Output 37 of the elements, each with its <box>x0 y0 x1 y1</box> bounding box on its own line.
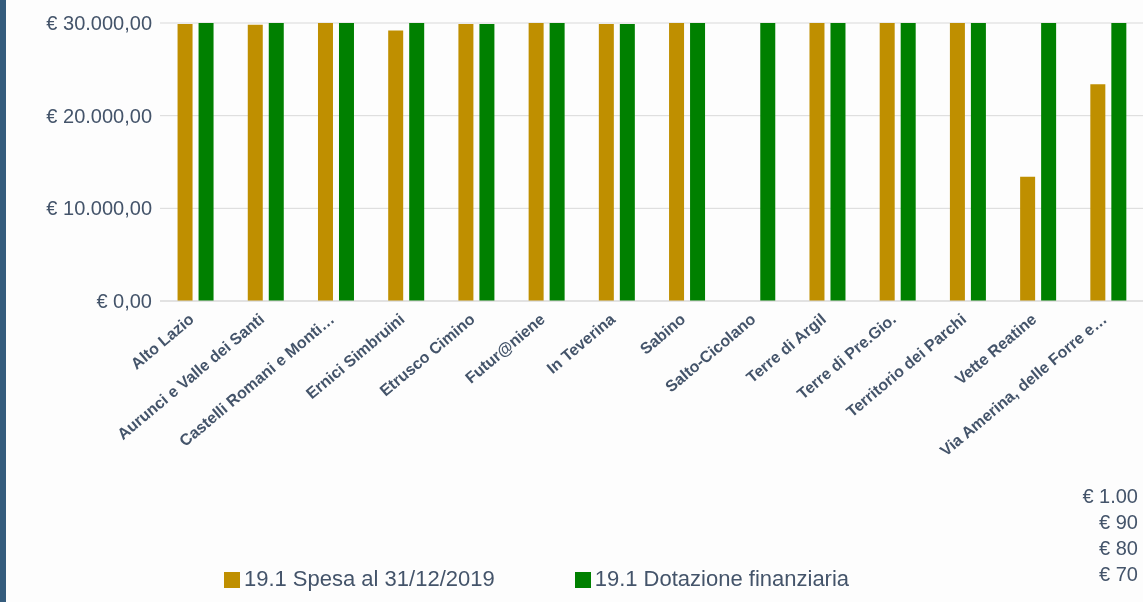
legend-label: 19.1 Dotazione finanziaria <box>594 566 850 591</box>
bar <box>949 23 965 301</box>
legend-label: 19.1 Spesa al 31/12/2019 <box>243 566 495 591</box>
bar <box>268 23 284 301</box>
bar <box>479 23 495 301</box>
bar <box>338 23 354 301</box>
text: € 90 <box>1098 510 1138 535</box>
bar <box>690 23 706 301</box>
bar <box>458 23 474 301</box>
text: € 80 <box>1098 536 1138 561</box>
bar <box>900 23 916 301</box>
text: € 70 <box>1098 562 1138 587</box>
text: € 1.00 <box>1081 484 1138 509</box>
bar <box>669 23 685 301</box>
bar <box>879 23 895 301</box>
y-tick-label: € 30.000,00 <box>46 12 152 35</box>
bar <box>1041 23 1057 301</box>
y-tick-label: € 10.000,00 <box>46 197 152 220</box>
bar <box>830 23 846 301</box>
bar <box>247 24 263 301</box>
bar <box>760 23 776 301</box>
bar <box>598 23 614 301</box>
bar <box>619 23 635 301</box>
bar <box>317 23 333 301</box>
bar <box>1020 176 1036 301</box>
bar <box>409 23 425 301</box>
bar <box>388 30 404 301</box>
bar <box>809 23 825 301</box>
bar <box>528 23 544 301</box>
bar <box>549 23 565 301</box>
bar <box>970 23 986 301</box>
bar <box>1111 23 1127 301</box>
bar <box>1090 84 1106 301</box>
bar <box>198 23 214 301</box>
bar <box>177 23 193 301</box>
y-tick-label: € 0,00 <box>96 290 152 313</box>
y-tick-label: € 20.000,00 <box>46 104 152 127</box>
